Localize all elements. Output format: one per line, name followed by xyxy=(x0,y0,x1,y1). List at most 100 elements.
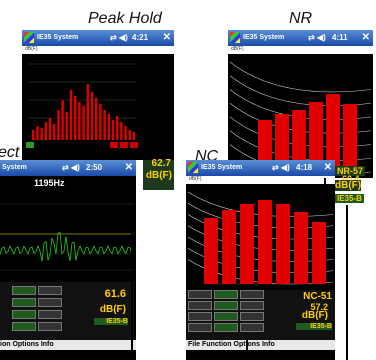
start-icon[interactable] xyxy=(230,32,240,43)
menu-function[interactable]: Function xyxy=(202,341,232,348)
title-bar: System ⇄ ◀) 2:50 ✕ xyxy=(0,160,136,176)
panel-button[interactable] xyxy=(188,312,212,321)
menu-file[interactable]: File xyxy=(188,341,200,348)
clock: 2:50 xyxy=(86,163,102,172)
panel-button[interactable] xyxy=(240,323,264,332)
panel-button[interactable] xyxy=(38,310,62,319)
signal-icon: ⇄ ◀) xyxy=(110,33,128,42)
key-c[interactable] xyxy=(130,142,138,148)
stand-line xyxy=(346,205,348,360)
nc-model-tag: IE35-B xyxy=(296,323,332,330)
sub-header: dB(F) xyxy=(186,176,335,184)
spectrum-bar xyxy=(129,130,131,140)
peak-hold-screen: IE35 System ⇄ ◀) 4:21 ✕ dB(F) 62.7 62.7 xyxy=(22,30,174,160)
spectrum-bar xyxy=(108,114,110,140)
spectrum-bar xyxy=(91,92,93,140)
signal-icon: ⇄ ◀) xyxy=(308,33,326,42)
spectrum-bar xyxy=(95,98,97,140)
close-icon[interactable]: ✕ xyxy=(163,32,171,43)
signal-icon: ⇄ ◀) xyxy=(62,163,80,172)
spectrum-bar xyxy=(120,122,122,140)
panel-button[interactable] xyxy=(12,310,36,319)
key-a[interactable] xyxy=(110,142,118,148)
menu-fragment[interactable]: ion Options Info xyxy=(0,341,54,348)
peak-hold-graph xyxy=(24,54,140,150)
nr-small: IE35-B xyxy=(335,194,364,203)
spectrum-bar xyxy=(70,90,72,140)
spectrum-bar xyxy=(82,106,84,140)
close-icon[interactable]: ✕ xyxy=(125,162,133,173)
panel-button[interactable] xyxy=(38,286,62,295)
panel-button[interactable] xyxy=(188,290,212,299)
spectrum-bar xyxy=(133,132,135,140)
level-value: 61.6 xyxy=(86,288,126,300)
octave-bar xyxy=(222,210,236,284)
spectrum-bar xyxy=(66,112,68,140)
title-bar: IE35 System ⇄ ◀) 4:18 ✕ xyxy=(186,160,335,176)
unit: dB(F) xyxy=(78,304,126,315)
panel-button[interactable] xyxy=(38,322,62,331)
app-title: IE35 System xyxy=(243,34,284,41)
peak-readout-panel: 62.7 dB(F) xyxy=(143,160,174,190)
app-title: System xyxy=(2,164,27,171)
sub-header: dB(F) xyxy=(22,46,174,54)
panel-button[interactable] xyxy=(240,290,264,299)
close-icon[interactable]: ✕ xyxy=(362,32,370,43)
panel-button[interactable] xyxy=(12,298,36,307)
title-bar: IE35 System ⇄ ◀) 4:21 ✕ xyxy=(22,30,174,46)
close-icon[interactable]: ✕ xyxy=(324,162,332,173)
key-b[interactable] xyxy=(120,142,128,148)
clock: 4:11 xyxy=(332,33,348,42)
panel-button[interactable] xyxy=(240,312,264,321)
spectrum-bar xyxy=(40,128,42,140)
spectrum-bar xyxy=(78,102,80,140)
nc-screen: IE35 System ⇄ ◀) 4:18 ✕ dB(F) NC-51 57.2… xyxy=(186,160,335,360)
app-title: IE35 System xyxy=(37,34,78,41)
menu-info[interactable]: Info xyxy=(262,341,275,348)
spectrum-bar xyxy=(112,120,114,140)
peak-unit: dB(F) xyxy=(146,170,172,181)
panel-button[interactable] xyxy=(214,323,238,332)
stand-line xyxy=(324,178,326,200)
model-tag: IE35-B xyxy=(94,318,128,325)
panel-button[interactable] xyxy=(214,301,238,310)
panel-button[interactable] xyxy=(188,301,212,310)
octave-bar xyxy=(276,204,290,284)
panel-button[interactable] xyxy=(38,298,62,307)
spectrum-bar xyxy=(45,122,47,140)
panel-button[interactable] xyxy=(214,312,238,321)
spectrum-bar xyxy=(32,130,34,140)
app-title: IE35 System xyxy=(201,164,242,171)
start-icon[interactable] xyxy=(188,162,198,173)
criteria-curve xyxy=(230,62,371,92)
spectrum-bar xyxy=(116,116,118,140)
nr-screen: IE35 System ⇄ ◀) 4:11 ✕ dB(F) xyxy=(228,30,373,178)
nc-mode: NC-51 xyxy=(286,291,332,302)
panel-button[interactable] xyxy=(188,323,212,332)
spectrum-bar xyxy=(87,84,89,140)
stand-line xyxy=(246,340,248,360)
panel-button[interactable] xyxy=(12,322,36,331)
spectrum-bar xyxy=(61,100,63,140)
mode-key-green[interactable] xyxy=(26,142,34,148)
octave-bar xyxy=(204,218,218,284)
direct-screen: System ⇄ ◀) 2:50 ✕ 1195Hz 61.6 dB(F) IE3… xyxy=(0,160,136,360)
side-panel: 62.7 xyxy=(142,54,174,160)
nc-unit: dB(F) xyxy=(282,310,328,321)
frequency-readout: 1195Hz xyxy=(34,178,65,188)
panel-button[interactable] xyxy=(240,301,264,310)
start-icon[interactable] xyxy=(24,32,34,43)
spectrum-bar xyxy=(103,110,105,140)
spectrum-bar xyxy=(36,126,38,140)
nr-unit: dB(F) xyxy=(335,180,361,191)
spectrum-bar xyxy=(53,124,55,140)
octave-bar xyxy=(343,104,357,174)
panel-button[interactable] xyxy=(12,286,36,295)
label-nr: NR xyxy=(289,10,312,28)
panel-button[interactable] xyxy=(214,290,238,299)
spectrum-bar xyxy=(49,118,51,140)
criteria-curve xyxy=(230,76,371,106)
peak-level-value: 62.7 xyxy=(152,158,171,169)
spectrum-bar xyxy=(124,126,126,140)
sub-header: dB(F) xyxy=(228,46,373,54)
